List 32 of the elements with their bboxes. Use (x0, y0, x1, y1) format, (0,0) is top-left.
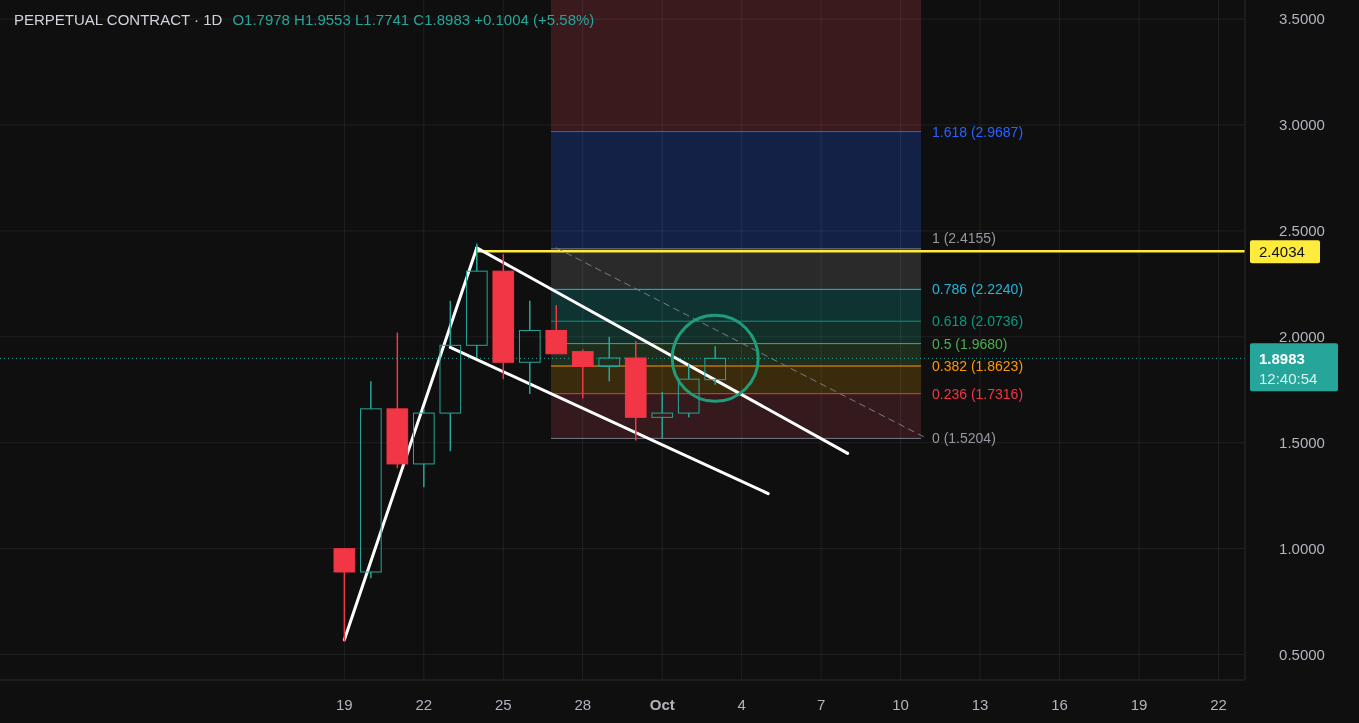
y-tick-label: 1.5000 (1279, 433, 1325, 451)
ref-line-label: 0.786 (2.2240) (932, 281, 1024, 298)
x-tick-label: 16 (1051, 696, 1068, 713)
x-tick-label: 19 (1130, 696, 1148, 713)
ref-line-label: 0.236 (1.7316) (932, 385, 1024, 402)
x-tick-label: 7 (817, 696, 826, 713)
x-tick-label: 25 (494, 696, 512, 713)
x-tick-label: 28 (574, 696, 592, 713)
y-tick-label: 1.0000 (1279, 539, 1325, 557)
ref-line-label: 0 (1.5204) (932, 430, 996, 447)
y-tick-label: 0.5000 (1279, 645, 1325, 663)
ref-line-label: 2.4034 (1259, 243, 1305, 261)
text: O1.7978 H1.9553 L1.7741 C1.8983 +0.1004 (+5.58%) (232, 11, 595, 28)
ref-line-label: 0.382 (1.8623) (932, 357, 1024, 374)
text: 12:40:54 (1259, 370, 1318, 388)
y-tick-label: 2.5000 (1279, 221, 1325, 239)
x-tick-label: 22 (415, 696, 433, 713)
ref-line-label: 1.618 (2.9687) (932, 123, 1024, 140)
x-tick-label: 22 (1210, 696, 1227, 713)
x-tick-label: Oct (649, 696, 675, 713)
text: PERPETUAL CONTRACT · 1D (14, 11, 223, 28)
x-tick-label: 13 (971, 696, 989, 713)
y-tick-label: 3.5000 (1279, 10, 1325, 28)
ref-line-label: 1.8983 (1259, 350, 1305, 368)
ref-line-label: 0.618 (2.0736) (932, 313, 1024, 330)
ref-line-label: 0.5 (1.9680) (932, 335, 1008, 352)
y-tick-label: 2.0000 (1279, 327, 1325, 345)
x-tick-label: 4 (737, 696, 746, 713)
x-tick-label: 10 (892, 696, 909, 713)
ref-line-label: 1 (2.4155) (932, 229, 996, 246)
x-tick-label: 19 (336, 696, 353, 713)
y-tick-label: 3.0000 (1279, 115, 1325, 133)
